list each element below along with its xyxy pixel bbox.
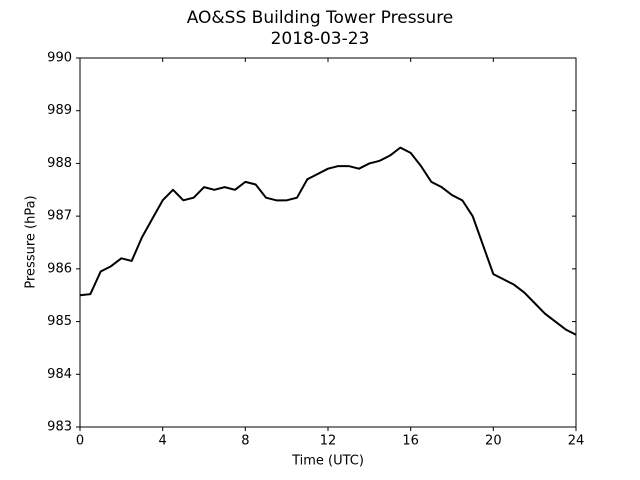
x-tick-label: 0 — [76, 434, 84, 449]
y-tick-label: 983 — [47, 420, 72, 435]
y-tick-label: 985 — [47, 314, 72, 329]
y-tick-label: 987 — [47, 209, 72, 224]
x-tick-label: 24 — [568, 434, 585, 449]
y-tick-label: 986 — [47, 261, 72, 276]
y-axis-label: Pressure (hPa) — [24, 195, 39, 288]
data-line — [79, 146, 577, 336]
y-tick-label: 984 — [47, 367, 72, 382]
x-tick-label: 8 — [241, 434, 249, 449]
chart-subtitle: 2018-03-23 — [271, 29, 370, 49]
x-tick-label: 4 — [159, 434, 167, 449]
y-tick-label: 988 — [47, 156, 72, 171]
y-tick-label: 989 — [47, 103, 72, 118]
x-tick-label: 16 — [402, 434, 419, 449]
x-tick-label: 20 — [485, 434, 502, 449]
x-axis-label: Time (UTC) — [291, 454, 364, 469]
x-tick-label: 12 — [320, 434, 337, 449]
y-tick-label: 990 — [47, 51, 72, 66]
chart-title: AO&SS Building Tower Pressure — [187, 8, 454, 28]
plot-frame — [79, 57, 577, 428]
